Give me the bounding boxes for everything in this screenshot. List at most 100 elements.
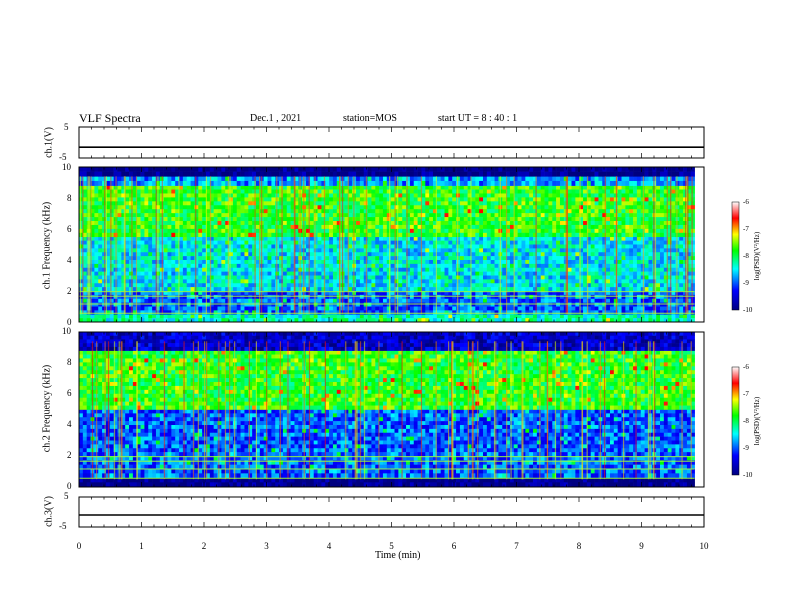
spectrogram-cell (356, 302, 361, 307)
spectrogram-cell (509, 189, 515, 194)
spectrogram-cell (309, 256, 315, 261)
spectrogram-cell (136, 306, 141, 311)
spectrogram-cell (379, 271, 384, 276)
spectrogram-cell (494, 252, 499, 257)
spectrogram-cell (509, 306, 515, 311)
spectrogram-cell (675, 318, 680, 323)
spectrogram-cell (559, 201, 565, 206)
spectrogram-cell (440, 217, 445, 222)
spectrogram-cell (367, 263, 372, 269)
spectrogram-cell (594, 205, 599, 210)
spectrogram-cell (94, 275, 99, 280)
spectrogram-cell (548, 209, 553, 214)
spectrogram-cell (167, 287, 172, 292)
spectrogram-cell (421, 185, 426, 190)
spectrogram-cell (194, 201, 199, 206)
spectrogram-cell (371, 314, 376, 319)
spectrogram-cell (321, 283, 326, 288)
spectrogram-cell (452, 209, 457, 214)
spectrogram-cell (129, 244, 134, 249)
spectrogram-cell (363, 193, 368, 198)
spectrogram-cell (375, 240, 380, 245)
spectrogram-cell (586, 189, 592, 194)
spectrogram-cell (617, 252, 622, 257)
spectrogram-cell (263, 217, 268, 222)
spectrogram-cell (98, 189, 103, 194)
spectrogram-cell (232, 260, 238, 265)
spectrogram-cell (286, 260, 291, 265)
spectrogram-cell (244, 294, 249, 300)
spectrogram-cell (602, 252, 607, 257)
spectrogram-cell (494, 310, 499, 315)
spectrogram-cell (367, 271, 372, 276)
spectrogram-cell (217, 298, 222, 303)
spectrogram-cell (221, 236, 226, 241)
spectrogram-cell (656, 310, 661, 315)
spectrogram-cell (390, 318, 395, 323)
spectrogram-cell (267, 263, 272, 269)
spectrogram-cell (448, 252, 453, 257)
spectrogram-cell (513, 205, 518, 210)
spectrogram-cell (248, 267, 253, 272)
spectrogram-cell (371, 275, 376, 280)
spectrogram-cell (398, 314, 403, 319)
spectrogram-cell (548, 248, 553, 253)
spectrogram-cell (429, 302, 434, 307)
spectrogram-cell (105, 271, 111, 276)
spectrogram-cell (190, 283, 195, 288)
spectrogram-cell (398, 306, 403, 311)
spectrogram-cell (240, 209, 245, 214)
spectrogram-cell (109, 244, 114, 249)
spectrogram-cell (429, 256, 434, 261)
spectrogram-cell (513, 252, 518, 257)
spectrogram-cell (144, 236, 149, 241)
spectrogram-cell (486, 271, 491, 276)
spectrogram-cell (648, 275, 653, 280)
spectrogram-cell (290, 298, 295, 303)
spectrogram-cell (483, 205, 488, 210)
spectrogram-cell (190, 213, 195, 218)
spectrogram-cell (317, 310, 322, 315)
spectrogram-cell (409, 185, 415, 190)
spectrogram-cell (536, 279, 542, 284)
spectrogram-cell (571, 193, 576, 198)
spectrogram-cell (475, 189, 480, 194)
spectrogram-cell (633, 287, 638, 292)
spectrogram-cell (556, 271, 561, 276)
spectrogram-cell (167, 279, 172, 284)
spectrogram-cell (467, 271, 472, 276)
spectrogram-cell (567, 267, 572, 272)
spectrogram-cell (625, 260, 630, 265)
spectrogram-cell (282, 298, 288, 303)
spectrogram-cell (359, 306, 365, 311)
spectrogram-cell (621, 271, 626, 276)
spectrogram-cell (490, 298, 495, 303)
spectrogram-cell (386, 306, 391, 311)
spectrogram-cell (186, 287, 191, 292)
spectrogram-cell (621, 283, 626, 288)
spectrogram-cell (317, 302, 322, 307)
spectrogram-cell (660, 236, 665, 241)
spectrogram-cell (594, 252, 599, 257)
spectrogram-cell (521, 298, 526, 303)
spectrogram-cell (417, 310, 422, 315)
spectrogram-cell (367, 213, 372, 218)
spectrogram-cell (556, 256, 561, 261)
spectrogram-cell (225, 209, 230, 214)
spectrogram-cell (240, 244, 245, 249)
spectrogram-cell (409, 256, 415, 261)
spectrogram-cell (529, 283, 534, 288)
spectrogram-cell (571, 256, 576, 261)
spectrogram-cell (371, 267, 376, 272)
spectrogram-cell (390, 302, 395, 307)
spectrogram-cell (379, 260, 384, 265)
spectrogram-cell (175, 236, 180, 241)
spectrogram-cell (163, 209, 168, 214)
spectrogram-cell (309, 185, 315, 190)
spectrogram-cell (198, 275, 203, 280)
spectrogram-cell (202, 314, 207, 319)
spectrogram-cell (286, 244, 291, 249)
spectrogram-cell (467, 287, 472, 292)
spectrogram-cell (132, 252, 138, 257)
spectrogram-cell (625, 298, 630, 303)
